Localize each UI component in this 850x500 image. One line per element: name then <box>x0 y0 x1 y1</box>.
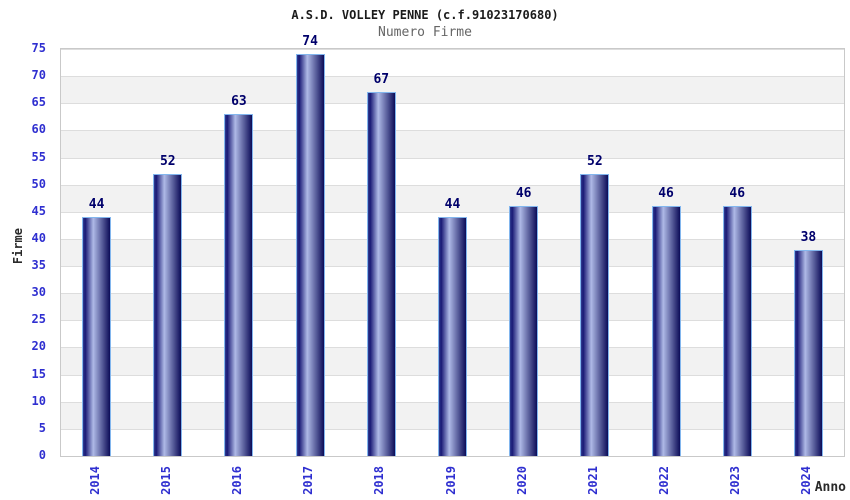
y-tick-label: 20 <box>31 339 46 354</box>
y-tick-label: 5 <box>38 420 46 435</box>
bar-value-label: 46 <box>515 186 532 202</box>
bar-2019 <box>438 217 467 456</box>
y-tick-label: 55 <box>31 149 46 164</box>
y-tick-label: 70 <box>31 68 46 83</box>
y-tick-label: 30 <box>31 285 46 300</box>
bar-value-label: 52 <box>587 153 603 169</box>
x-tick-label-2018: 2018 <box>372 466 387 495</box>
plot-band <box>61 130 844 158</box>
gridline <box>61 130 844 132</box>
x-tick-label-2017: 2017 <box>301 466 316 495</box>
gridline <box>61 157 844 159</box>
bar-2022 <box>651 206 681 456</box>
y-tick-label: 45 <box>31 203 46 218</box>
plot-band <box>61 76 844 104</box>
x-tick-label-2021: 2021 <box>585 466 600 495</box>
y-tick-label: 35 <box>31 258 46 273</box>
bar-value-label: 63 <box>231 94 247 110</box>
y-tick-label: 10 <box>31 393 46 408</box>
x-axis-title: Anno <box>814 480 846 495</box>
bar-2015 <box>153 173 183 456</box>
y-tick-label: 0 <box>38 448 46 462</box>
bar-value-label: 52 <box>159 153 176 169</box>
bar-value-label: 44 <box>444 197 461 213</box>
gridline <box>61 103 844 105</box>
y-tick-label: 15 <box>31 366 46 381</box>
x-tick-label-2023: 2023 <box>728 466 743 495</box>
y-tick-label: 50 <box>31 176 46 191</box>
bar-value-label: 46 <box>729 186 746 202</box>
chart-title: A.S.D. VOLLEY PENNE (c.f.91023170680) <box>291 8 559 22</box>
x-tick-label-2016: 2016 <box>229 466 244 495</box>
y-tick-label: 25 <box>31 312 46 327</box>
bar-2021 <box>580 173 610 456</box>
x-tick-label-2015: 2015 <box>158 466 173 495</box>
bar-2017 <box>295 54 325 456</box>
x-tick-label-2014: 2014 <box>87 466 102 495</box>
y-tick-label: 60 <box>31 122 46 137</box>
x-tick-label-2020: 2020 <box>514 466 529 495</box>
x-tick-label-2022: 2022 <box>657 466 672 495</box>
bar-value-label: 44 <box>88 197 105 213</box>
bar-2016 <box>224 114 254 456</box>
bar-2018 <box>366 92 396 456</box>
bar-value-label: 38 <box>800 229 817 245</box>
bar-2023 <box>722 206 752 456</box>
bar-2020 <box>509 206 539 456</box>
y-tick-label: 75 <box>31 41 46 55</box>
plot-band <box>61 49 844 77</box>
gridline <box>61 211 844 213</box>
x-tick-label-2019: 2019 <box>443 466 458 495</box>
bar-value-label: 46 <box>658 186 674 202</box>
gridline <box>61 76 844 78</box>
plot-band <box>61 184 844 212</box>
plot-area: 44 52 63 74 67 44 46 52 46 46 38 <box>60 35 845 457</box>
bar-2014 <box>82 217 112 456</box>
plot-band <box>61 157 844 185</box>
bar-value-label: 67 <box>373 72 390 88</box>
y-axis-labels: 0 5 10 15 20 25 30 35 40 45 50 55 60 65 70 75 <box>0 41 46 462</box>
chart-subtitle: Numero Firme <box>378 25 472 40</box>
bar-value-label: 74 <box>302 34 318 50</box>
x-tick-label-2024: 2024 <box>799 466 814 495</box>
plot-band <box>61 103 844 131</box>
gridline <box>61 184 844 186</box>
y-tick-label: 65 <box>31 95 46 110</box>
y-tick-label: 40 <box>31 230 46 245</box>
gridline <box>61 49 844 50</box>
bar-2024 <box>793 249 823 456</box>
